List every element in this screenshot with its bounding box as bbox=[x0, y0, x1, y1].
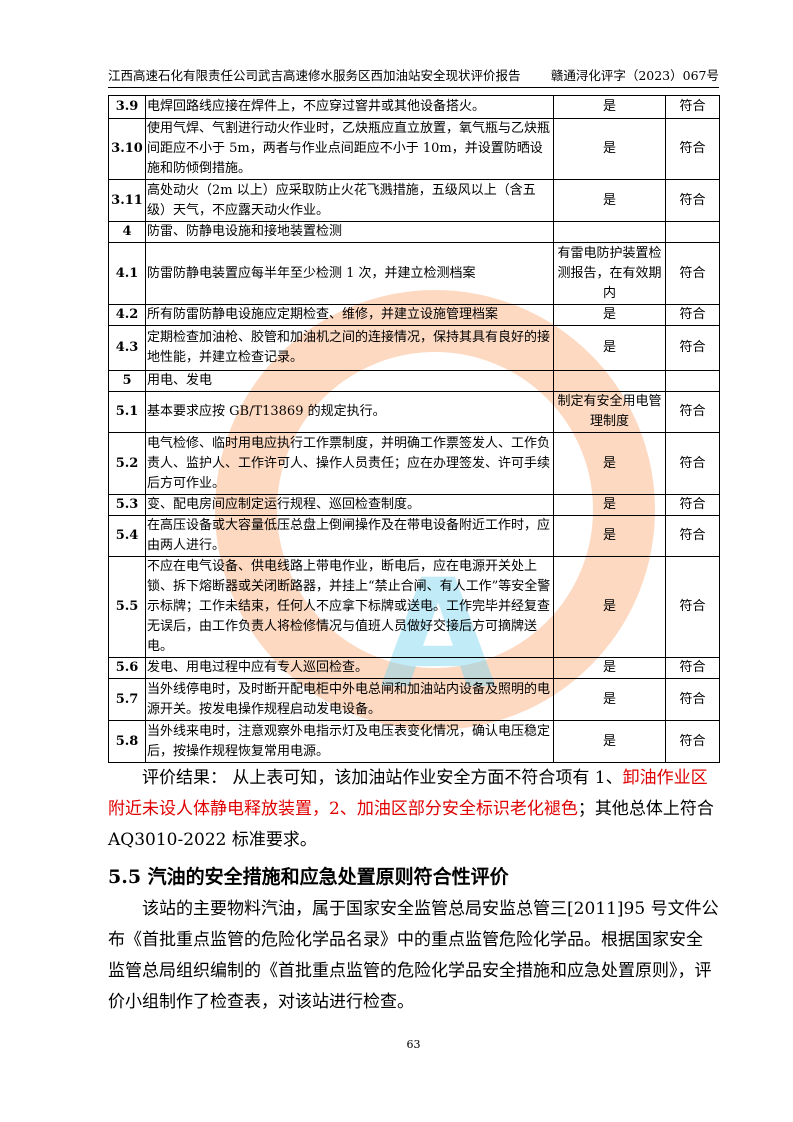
item-content: 电焊回路线应接在焊件上，不应穿过窨井或其他设备搭火。 bbox=[145, 95, 554, 119]
verdict: 符合 bbox=[665, 556, 720, 658]
table-row: 5.4 在高压设备或大容量低压总盘上倒闸操作及在带电设备附近工作时，应由两人进行。… bbox=[108, 515, 720, 557]
item-content: 高处动火（2m 以上）应采取防止火花飞溅措施，五级风以上（含五级）天气，不应露天… bbox=[145, 179, 554, 222]
verdict: 符合 bbox=[665, 515, 720, 557]
check-result: 是 bbox=[553, 432, 666, 495]
item-content: 使用气焊、气割进行动火作业时，乙炔瓶应直立放置，氧气瓶与乙炔瓶间距应不小于 5m… bbox=[145, 118, 554, 180]
item-number: 5.8 bbox=[108, 720, 146, 763]
item-number: 5.3 bbox=[108, 494, 146, 516]
table-row: 5.5 不应在电气设备、供电线路上带电作业，断电后，应在电源开关处上锁、拆下熔断器… bbox=[108, 556, 720, 658]
item-content: 基本要求应按 GB/T13869 的规定执行。 bbox=[145, 391, 554, 433]
item-content: 电气检修、临时用电应执行工作票制度，并明确工作票签发人、工作负责人、监护人、工作… bbox=[145, 432, 554, 495]
table-row: 5.8 当外线来电时，注意观察外电指示灯及电压表变化情况，确认电压稳定后，按操作规… bbox=[108, 720, 720, 763]
check-result: 是 bbox=[553, 95, 666, 119]
verdict: 符合 bbox=[665, 720, 720, 763]
verdict: 符合 bbox=[665, 391, 720, 433]
checklist-table: 3.9 电焊回路线应接在焊件上，不应穿过窨井或其他设备搭火。是符合 3.10 使用气焊… bbox=[108, 95, 720, 763]
section-heading: 5.5 汽油的安全措施和应急处置原则符合性评价 bbox=[108, 866, 509, 888]
check-result: 是 bbox=[553, 678, 666, 721]
table-row: 4.3 定期检查加油枪、胶管和加油机之间的连接情况，保持其具有良好的接地性能，并建… bbox=[108, 325, 720, 371]
verdict: 符合 bbox=[665, 432, 720, 495]
check-result: 是 bbox=[553, 657, 666, 679]
item-number: 5.2 bbox=[108, 432, 146, 495]
conclusion-paragraph: 评价结果： 从上表可知，该加油站作业安全方面不符合项有 1、卸油作业区附近未设人… bbox=[108, 763, 719, 856]
page-header: 江西高速石化有限责任公司武吉高速修水服务区西加油站安全现状评价报告 赣通浔化评字… bbox=[108, 68, 719, 88]
verdict: 符合 bbox=[665, 118, 720, 180]
conclusion-text: 评价结果： 从上表可知，该加油站作业安全方面不符合项有 1、 bbox=[142, 768, 623, 788]
check-result: 是 bbox=[553, 304, 666, 326]
check-result bbox=[553, 221, 666, 243]
nonconformity-text: 卸油作业区附近未设人体静电释放装置，2、加油区部分安全标识老化褪色 bbox=[108, 768, 708, 819]
table-row: 5.2 电气检修、临时用电应执行工作票制度，并明确工作票签发人、工作负责人、监护人… bbox=[108, 432, 720, 495]
item-number: 5 bbox=[108, 370, 146, 392]
header-doc-number: 赣通浔化评字（2023）067号 bbox=[550, 68, 719, 83]
verdict: 符合 bbox=[665, 494, 720, 516]
item-number: 4.1 bbox=[108, 242, 146, 305]
item-number: 3.9 bbox=[108, 95, 146, 119]
table-row: 5.7 当外线停电时，及时断开配电柜中外电总闸和加油站内设备及照明的电源开关。按发… bbox=[108, 678, 720, 721]
check-result: 是 bbox=[553, 494, 666, 516]
check-result: 是 bbox=[553, 179, 666, 222]
check-result: 是 bbox=[553, 556, 666, 658]
header-title: 江西高速石化有限责任公司武吉高速修水服务区西加油站安全现状评价报告 bbox=[108, 68, 521, 83]
table-row: 4 防雷、防静电设施和接地装置检测 bbox=[108, 221, 720, 243]
item-content: 当外线停电时，及时断开配电柜中外电总闸和加油站内设备及照明的电源开关。按发电操作… bbox=[145, 678, 554, 721]
conclusion-text-end: ；其他总体上符合 AQ3010-2022 标准要求。 bbox=[108, 799, 714, 850]
table-row: 4.1 防雷防静电装置应每半年至少检测 1 次，并建立检测档案 有雷电防护装置检测报… bbox=[108, 242, 720, 305]
check-result bbox=[553, 370, 666, 392]
item-content: 发电、用电过程中应有专人巡回检查。 bbox=[145, 657, 554, 679]
table-row: 5.6 发电、用电过程中应有专人巡回检查。是符合 bbox=[108, 657, 720, 679]
item-number: 5.4 bbox=[108, 515, 146, 557]
check-result: 是 bbox=[553, 515, 666, 557]
item-content: 不应在电气设备、供电线路上带电作业，断电后，应在电源开关处上锁、拆下熔断器或关闭… bbox=[145, 556, 554, 658]
page-content: 江西高速石化有限责任公司武吉高速修水服务区西加油站安全现状评价报告 赣通浔化评字… bbox=[108, 68, 720, 1018]
verdict bbox=[665, 370, 720, 392]
item-number: 4 bbox=[108, 221, 146, 243]
table-row: 5.3 变、配电房间应制定运行规程、巡回检查制度。是符合 bbox=[108, 494, 720, 516]
item-number: 4.3 bbox=[108, 325, 146, 371]
page-number: 63 bbox=[406, 1038, 421, 1051]
item-content: 防雷、防静电设施和接地装置检测 bbox=[145, 221, 554, 243]
item-number: 3.11 bbox=[108, 179, 146, 222]
table-row: 4.2 所有防雷防静电设施应定期检查、维修，并建立设施管理档案是符合 bbox=[108, 304, 720, 326]
item-number: 5.7 bbox=[108, 678, 146, 721]
verdict: 符合 bbox=[665, 678, 720, 721]
verdict bbox=[665, 221, 720, 243]
table-row: 3.10 使用气焊、气割进行动火作业时，乙炔瓶应直立放置，氧气瓶与乙炔瓶间距应不小… bbox=[108, 118, 720, 180]
item-content: 定期检查加油枪、胶管和加油机之间的连接情况，保持其具有良好的接地性能，并建立检查… bbox=[145, 325, 554, 371]
item-content: 变、配电房间应制定运行规程、巡回检查制度。 bbox=[145, 494, 554, 516]
check-result: 有雷电防护装置检测报告，在有效期内 bbox=[553, 242, 666, 305]
item-content: 所有防雷防静电设施应定期检查、维修，并建立设施管理档案 bbox=[145, 304, 554, 326]
item-number: 5.6 bbox=[108, 657, 146, 679]
item-content: 当外线来电时，注意观察外电指示灯及电压表变化情况，确认电压稳定后，按操作规程恢复… bbox=[145, 720, 554, 763]
item-number: 4.2 bbox=[108, 304, 146, 326]
item-content: 在高压设备或大容量低压总盘上倒闸操作及在带电设备附近工作时，应由两人进行。 bbox=[145, 515, 554, 557]
table-row: 3.9 电焊回路线应接在焊件上，不应穿过窨井或其他设备搭火。是符合 bbox=[108, 95, 720, 119]
check-result: 制定有安全用电管理制度 bbox=[553, 391, 666, 433]
item-content: 防雷防静电装置应每半年至少检测 1 次，并建立检测档案 bbox=[145, 242, 554, 305]
check-result: 是 bbox=[553, 118, 666, 180]
check-result: 是 bbox=[553, 720, 666, 763]
verdict: 符合 bbox=[665, 325, 720, 371]
item-content: 用电、发电 bbox=[145, 370, 554, 392]
table-row: 3.11 高处动火（2m 以上）应采取防止火花飞溅措施，五级风以上（含五级）天气，… bbox=[108, 179, 720, 222]
verdict: 符合 bbox=[665, 179, 720, 222]
table-row: 5.1 基本要求应按 GB/T13869 的规定执行。 制定有安全用电管理制度 符合 bbox=[108, 391, 720, 433]
verdict: 符合 bbox=[665, 242, 720, 305]
table-row: 5 用电、发电 bbox=[108, 370, 720, 392]
item-number: 5.5 bbox=[108, 556, 146, 658]
item-number: 5.1 bbox=[108, 391, 146, 433]
verdict: 符合 bbox=[665, 657, 720, 679]
verdict: 符合 bbox=[665, 304, 720, 326]
check-result: 是 bbox=[553, 325, 666, 371]
verdict: 符合 bbox=[665, 95, 720, 119]
section-paragraph: 该站的主要物料汽油，属于国家安全监管总局安监总管三[2011]95 号文件公布《… bbox=[108, 899, 719, 1012]
item-number: 3.10 bbox=[108, 118, 146, 180]
